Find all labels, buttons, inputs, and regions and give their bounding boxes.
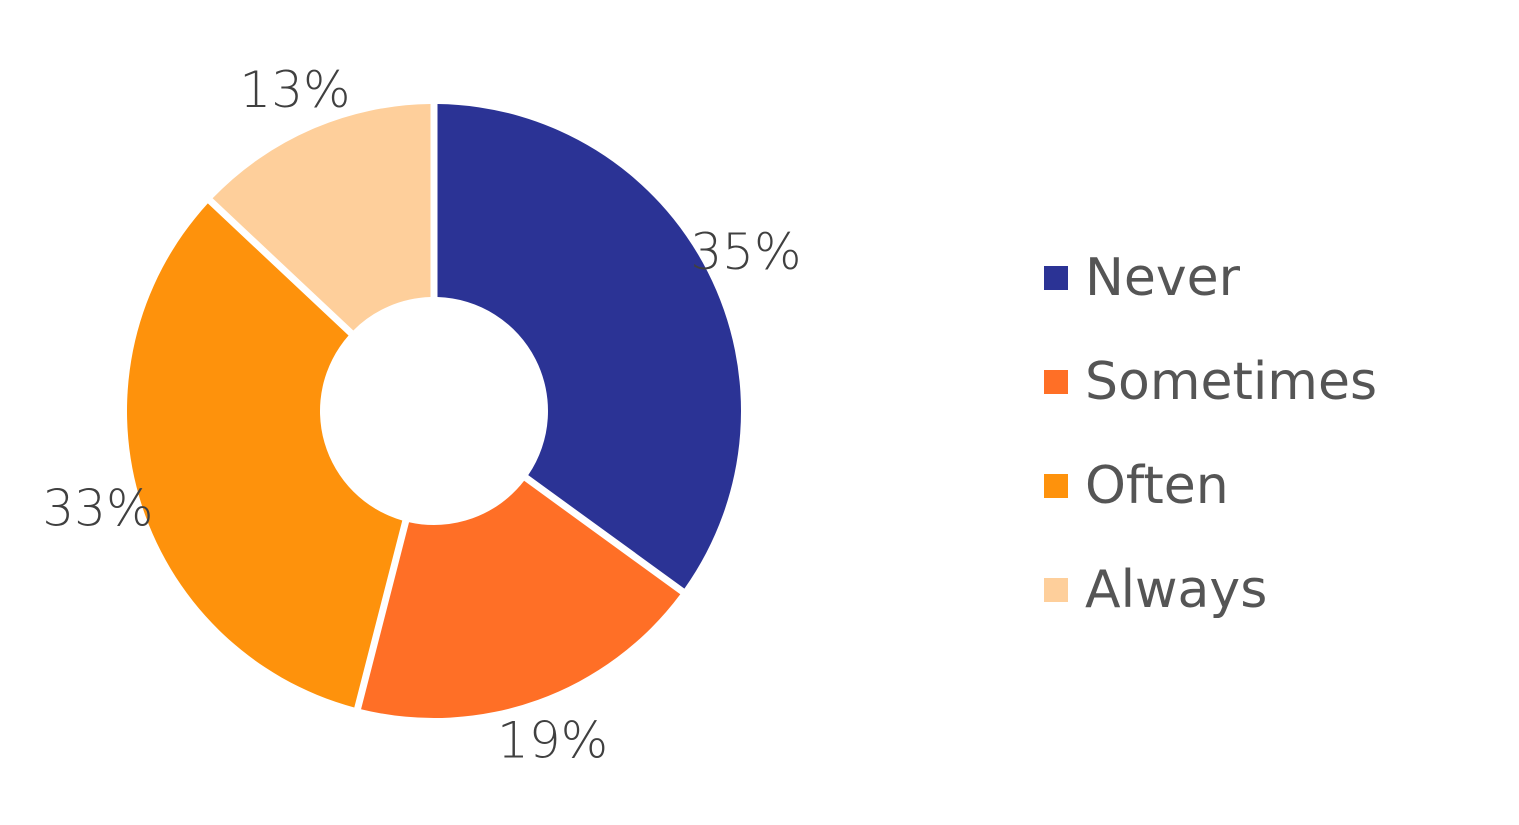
legend-swatch-always [1044, 578, 1068, 602]
legend-label: Never [1085, 248, 1241, 308]
data-label-often: 33% [42, 480, 153, 538]
slice-sometimes [361, 480, 681, 719]
legend-swatch-never [1044, 266, 1068, 290]
chart-legend: Never Sometimes Often Always [1044, 226, 1377, 642]
slice-never [437, 104, 742, 589]
legend-label: Often [1085, 456, 1229, 516]
slice-often [127, 203, 403, 708]
donut-slices [127, 104, 742, 719]
legend-item-sometimes: Sometimes [1044, 330, 1377, 434]
data-label-never: 35% [690, 223, 801, 281]
legend-item-always: Always [1044, 538, 1377, 642]
legend-swatch-sometimes [1044, 370, 1068, 394]
legend-swatch-often [1044, 474, 1068, 498]
data-labels: 35% 19% 33% 13% [42, 61, 801, 769]
data-label-always: 13% [239, 61, 350, 119]
slice-always [212, 104, 431, 331]
legend-item-often: Often [1044, 434, 1377, 538]
legend-item-never: Never [1044, 226, 1377, 330]
legend-label: Always [1085, 560, 1268, 620]
legend-label: Sometimes [1085, 352, 1378, 412]
data-label-sometimes: 19% [497, 711, 608, 769]
